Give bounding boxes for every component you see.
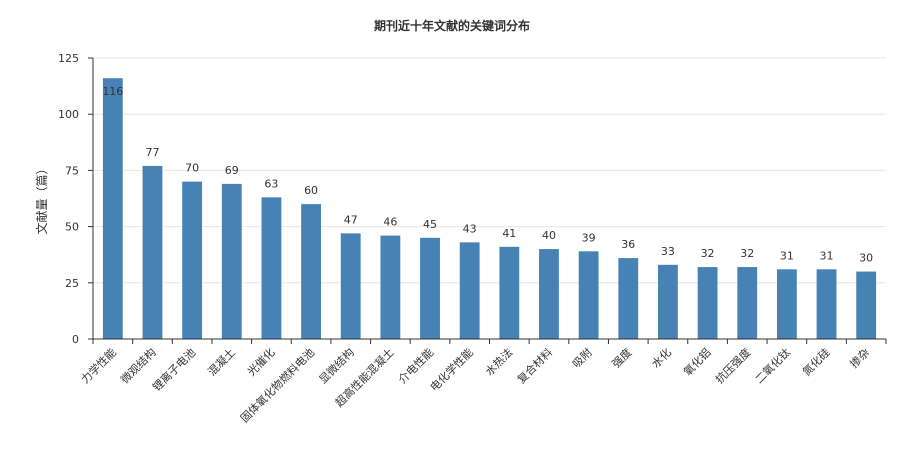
bar-value-label: 63 [264,177,278,190]
bar [697,267,718,339]
x-tick-label: 吸附 [569,345,594,370]
bar-value-label: 30 [859,252,873,265]
bar [261,197,282,339]
x-tick-label: 强度 [609,345,634,370]
y-tick-label: 25 [65,277,79,290]
bar-value-label: 32 [701,247,715,260]
bar-value-label: 33 [661,245,675,258]
y-tick-label: 0 [72,333,79,346]
y-axis-title: 文献量（篇） [34,162,49,234]
bar [221,183,242,339]
x-tick-label: 固体氧化物燃料电池 [237,345,317,425]
y-tick-label: 100 [58,108,79,121]
bar [776,269,797,339]
bar [816,269,837,339]
bar [340,233,361,339]
x-tick-label: 锂离子电池 [149,345,198,394]
bar-value-label: 36 [621,238,635,251]
bar [301,204,321,339]
x-tick-label: 光催化 [244,345,277,378]
bar [420,237,440,339]
bar [856,271,877,339]
x-tick-label: 混凝土 [205,345,238,378]
bar [737,267,758,339]
bar-value-label: 77 [145,146,159,159]
x-tick-label: 氮化硅 [799,345,832,378]
x-tick-label: 复合材料 [514,345,555,386]
bar-value-label: 31 [820,249,834,262]
bar-value-label: 60 [304,184,318,197]
bar-value-label: 39 [582,231,596,244]
x-tick-label: 氧化铝 [680,345,713,378]
bar-value-label: 116 [102,85,123,98]
bar [459,242,480,339]
x-tick-label: 水化 [649,345,674,370]
x-tick-label: 二氧化钛 [752,345,793,386]
x-tick-label: 介电性能 [395,345,436,386]
bar [499,246,520,339]
x-tick-label: 显微结构 [316,345,357,386]
y-tick-label: 125 [58,52,79,65]
bars [102,78,877,340]
bar [102,78,123,340]
bar [618,258,639,339]
bar [578,251,599,339]
bar-value-label: 40 [542,229,556,242]
x-tick-label: 水热法 [482,345,515,378]
x-tick-label: 电化学性能 [427,345,476,394]
bar-value-label: 43 [463,222,477,235]
grid-lines [93,57,886,284]
y-tick-label: 75 [65,164,79,177]
x-tick-label: 掺杂 [847,345,872,370]
bar-value-label: 41 [502,227,516,240]
axes [88,57,887,344]
x-tick-label: 力学性能 [78,345,119,386]
bar-value-label: 45 [423,218,437,231]
bar-value-label: 70 [185,162,199,175]
bar-value-label: 47 [344,213,358,226]
bar [142,165,163,339]
y-tick-label: 50 [65,221,79,234]
chart-title: 期刊近十年文献的关键词分布 [373,19,530,33]
bar [539,249,559,339]
bar [658,264,678,339]
x-tick-label: 微观结构 [118,345,159,386]
bar-value-label: 32 [740,247,754,260]
bar [182,181,203,339]
bar-value-label: 31 [780,249,794,262]
x-tick-label: 抗压强度 [712,345,753,386]
bar [380,235,401,339]
bar-value-label: 46 [383,216,397,229]
bar-value-label: 69 [225,164,239,177]
